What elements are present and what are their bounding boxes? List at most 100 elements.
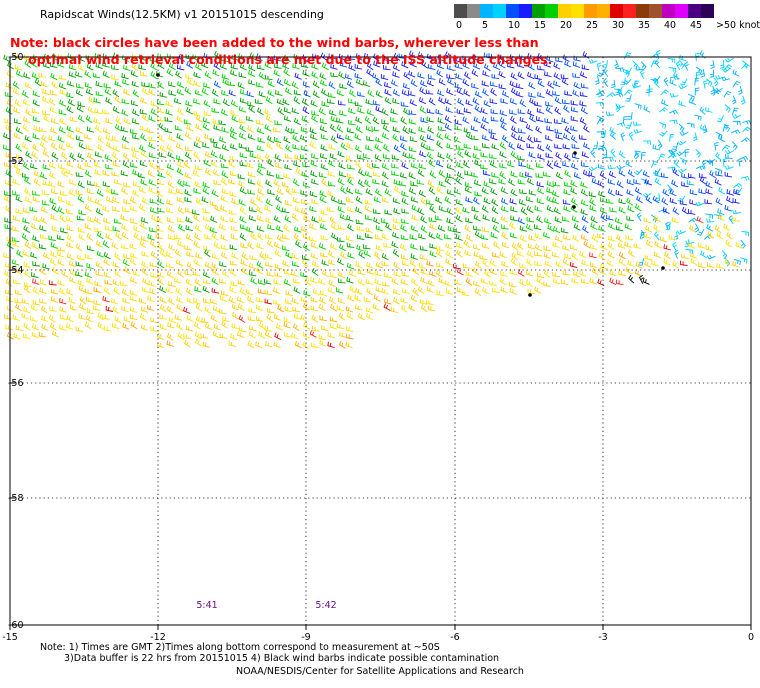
wind-barb [230, 109, 238, 116]
wind-barb [186, 107, 194, 115]
wind-barb [322, 269, 329, 278]
wind-barb [204, 151, 213, 159]
wind-barb [588, 59, 598, 64]
wind-barb [273, 136, 282, 143]
wind-barb [425, 89, 434, 95]
wind-barb [426, 199, 434, 205]
wind-barb [122, 297, 130, 304]
legend-swatch [649, 4, 662, 18]
wind-barb [653, 231, 660, 241]
wind-barb [129, 243, 137, 250]
legend-swatch [558, 4, 571, 18]
wind-barb [311, 267, 319, 276]
wind-barb [228, 296, 236, 304]
wind-barb [14, 267, 22, 275]
wind-barb [714, 225, 722, 234]
wind-barb [56, 250, 65, 258]
wind-barb [453, 188, 462, 195]
wind-barb [301, 208, 309, 216]
wind-barb [635, 261, 643, 269]
wind-barb [85, 314, 93, 323]
wind-barb [473, 244, 481, 251]
wind-barb [516, 83, 524, 90]
wind-barb [213, 179, 221, 186]
wind-barb [141, 87, 149, 96]
wind-barb [580, 188, 588, 197]
wind-barb [58, 287, 66, 296]
wind-barb [266, 307, 275, 314]
wind-barb [48, 161, 57, 169]
wind-barb [667, 58, 676, 64]
wind-barb [24, 135, 32, 143]
wind-barb [398, 180, 407, 187]
wind-barb [500, 270, 508, 277]
wind-barb [607, 250, 615, 259]
wind-barb [23, 285, 31, 294]
wind-barb [24, 241, 32, 250]
wind-barb [230, 99, 238, 108]
wind-barb [338, 340, 346, 349]
wind-barb [408, 146, 417, 153]
wind-barb [546, 125, 554, 132]
wind-barb [57, 196, 66, 203]
wind-barb [256, 179, 264, 188]
wind-barb [653, 79, 660, 89]
wind-barb [420, 304, 428, 313]
wind-barb [159, 304, 167, 313]
wind-barb [481, 80, 490, 87]
wind-barb [166, 340, 174, 347]
wind-barb [312, 80, 320, 89]
wind-barb [392, 63, 400, 72]
wind-barb [121, 288, 129, 297]
wind-barb [481, 286, 489, 295]
wind-barb [527, 71, 535, 80]
wind-barb [105, 117, 113, 125]
wind-barb [408, 118, 417, 125]
wind-barb [77, 163, 85, 171]
wind-barb [372, 178, 380, 185]
wind-barb [93, 216, 101, 225]
wind-barb [726, 189, 734, 196]
wind-barb [157, 243, 165, 251]
wind-barb [551, 197, 560, 205]
wind-barb [239, 63, 247, 71]
wind-barb [499, 171, 507, 180]
wind-barb [141, 267, 149, 276]
wind-barb [157, 207, 165, 213]
wind-barb [248, 214, 257, 222]
wind-barb [410, 243, 418, 250]
wind-barb [346, 196, 354, 203]
wind-barb [411, 214, 419, 221]
wind-barb [93, 97, 101, 104]
wind-barb [42, 61, 50, 69]
wind-barb [68, 276, 77, 284]
wind-barb [159, 285, 167, 293]
wind-barb [589, 252, 597, 259]
wind-barb [715, 197, 723, 206]
wind-barb [507, 160, 515, 168]
wind-barb [456, 171, 464, 179]
wind-barb [339, 61, 348, 68]
wind-barb [320, 209, 328, 216]
wind-barb [689, 189, 698, 196]
wind-barb [608, 170, 616, 179]
wind-barb [38, 243, 47, 250]
wind-barb [132, 180, 141, 188]
y-tick-label: -58 [8, 493, 24, 504]
wind-barb [595, 75, 600, 85]
legend-swatch [467, 4, 480, 18]
wind-barb [418, 126, 426, 133]
wind-barb [544, 71, 552, 78]
wind-barb [292, 323, 300, 332]
wind-barb [159, 91, 168, 98]
wind-barb [349, 89, 356, 98]
wind-barb [375, 90, 383, 98]
wind-barb [725, 239, 732, 248]
wind-barb [598, 190, 606, 198]
wind-barb [265, 115, 273, 123]
wind-barb [653, 215, 662, 223]
wind-barb [114, 80, 122, 88]
wind-barb [336, 323, 345, 330]
wind-barb [210, 150, 218, 158]
wind-barb [732, 80, 741, 88]
